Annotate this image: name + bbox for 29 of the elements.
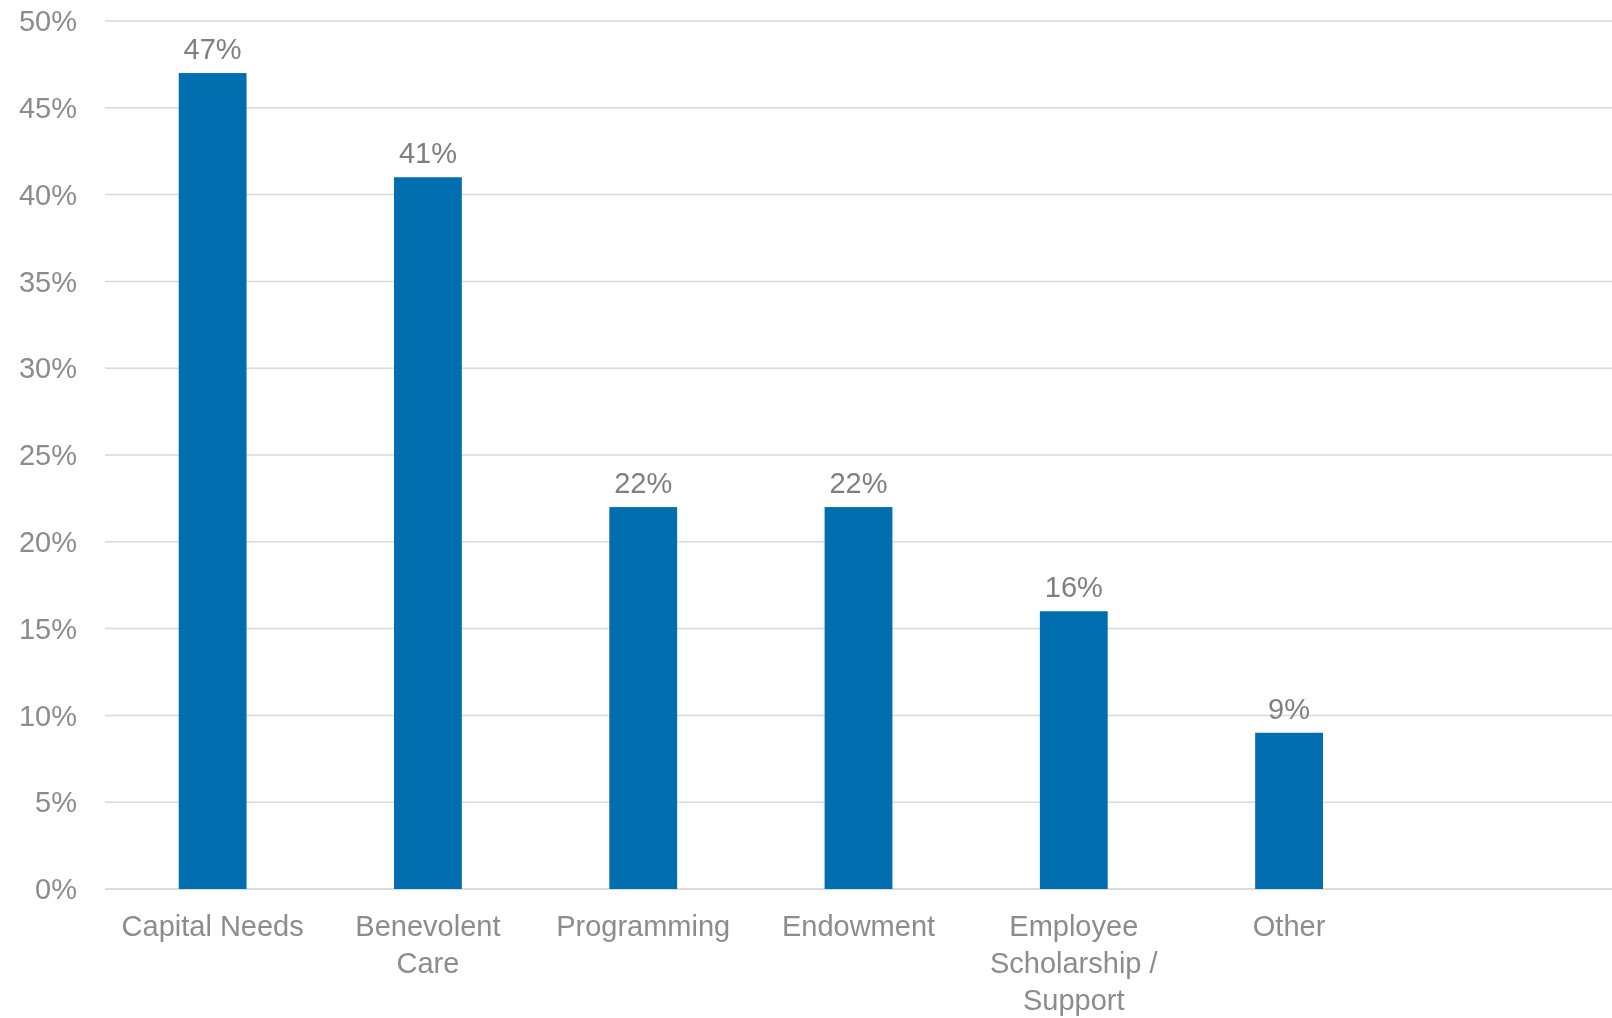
data-label: 22% xyxy=(614,467,673,500)
bar xyxy=(1255,732,1323,889)
data-label: 47% xyxy=(183,33,242,66)
bar xyxy=(1039,611,1108,889)
y-tick-label: 15% xyxy=(18,612,77,645)
bar xyxy=(824,507,893,889)
data-label: 22% xyxy=(829,467,888,500)
bar xyxy=(178,73,247,889)
y-tick-label: 10% xyxy=(18,699,77,732)
x-tick-label: Endowment xyxy=(781,910,936,942)
data-label: 41% xyxy=(398,137,457,170)
y-tick-label: 0% xyxy=(35,873,77,906)
y-tick-label: 35% xyxy=(18,265,77,298)
y-tick-label: 5% xyxy=(35,786,77,819)
x-tick-label: Employee Scholarship / Support xyxy=(989,910,1159,1016)
data-label: 9% xyxy=(1268,692,1311,725)
bar xyxy=(394,177,462,889)
x-tick-label: Other xyxy=(1252,910,1326,942)
y-tick-label: 20% xyxy=(18,525,77,558)
bar xyxy=(609,507,678,889)
x-tick-label: Capital Needs xyxy=(121,910,304,942)
y-tick-label: 50% xyxy=(18,5,77,38)
y-tick-label: 45% xyxy=(18,91,77,124)
y-tick-label: 40% xyxy=(18,178,77,211)
y-tick-label: 30% xyxy=(18,352,77,385)
data-label: 16% xyxy=(1044,571,1103,604)
x-tick-label: Benevolent Care xyxy=(355,910,501,979)
y-tick-label: 25% xyxy=(18,439,77,472)
x-tick-label: Programming xyxy=(556,910,731,942)
